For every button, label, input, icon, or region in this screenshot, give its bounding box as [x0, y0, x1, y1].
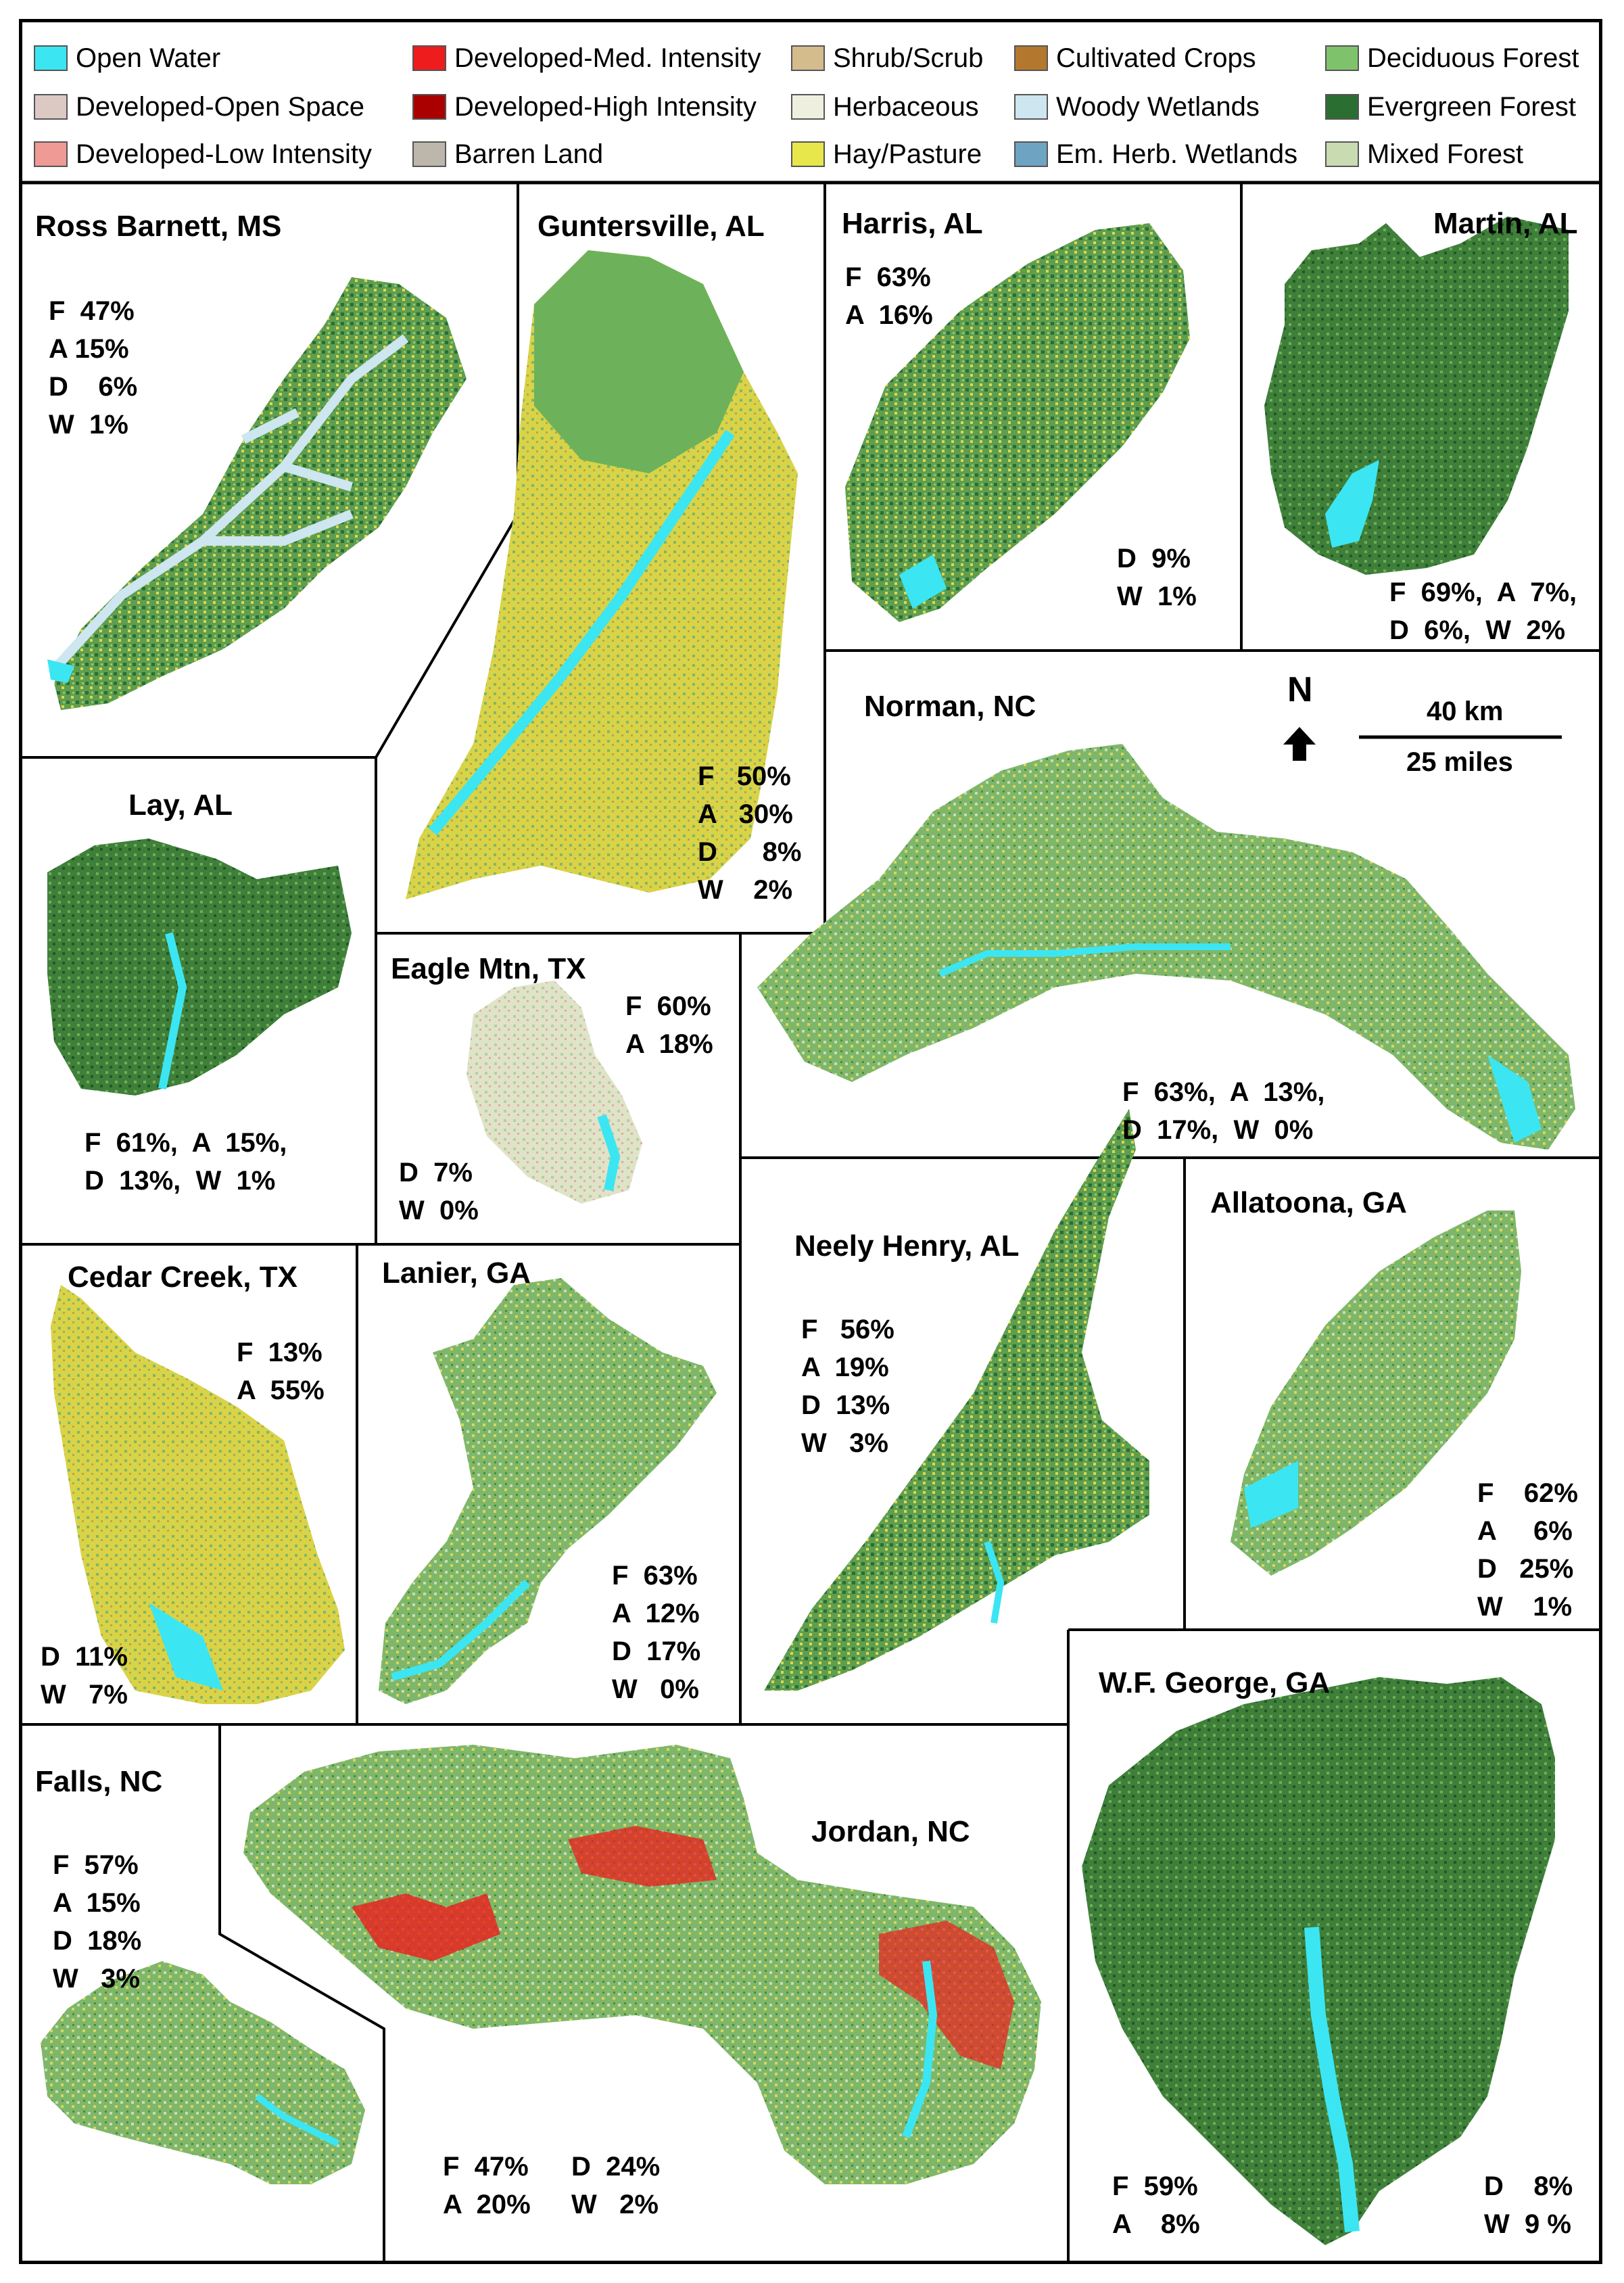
legend-item: Developed-Open Space [34, 88, 364, 126]
map-falls [41, 1961, 365, 2184]
landcover-stats: F 63%, A 13%, D 17%, W 0% [1122, 1077, 1325, 1145]
landcover-stats: D 9% W 1% [1117, 544, 1197, 611]
landcover-stats: F 63% A 12% D 17% W 0% [612, 1561, 701, 1704]
landcover-stats: D 24% W 2% [571, 2152, 661, 2219]
landcover-stats: F 60% A 18% [625, 991, 713, 1059]
panel-title: Cedar Creek, TX [68, 1261, 297, 1294]
landcover-stats: D 7% W 0% [399, 1158, 479, 1225]
landcover-stats: F 62% A 6% D 25% W 1% [1477, 1478, 1578, 1622]
legend-swatch [791, 45, 825, 71]
legend-swatch [1014, 141, 1048, 167]
legend-item: Mixed Forest [1325, 135, 1523, 173]
landcover-stats: F 47% A 15% D 6% W 1% [49, 296, 138, 440]
map-cedar-creek [51, 1285, 345, 1704]
legend-item: Woody Wetlands [1014, 88, 1260, 126]
map-harris [845, 223, 1190, 622]
legend-swatch [1325, 141, 1359, 167]
scale-km-label: 40 km [1427, 697, 1504, 726]
panel-title: Neely Henry, AL [794, 1229, 1020, 1263]
legend-swatch [34, 45, 68, 71]
map-lay [47, 839, 352, 1096]
legend-item: Herbaceous [791, 88, 979, 126]
map-norman [757, 744, 1575, 1150]
map-guntersville [406, 250, 798, 899]
panel-title: Falls, NC [35, 1765, 163, 1798]
map-ross-barnett [47, 277, 467, 710]
legend-item: Cultivated Crops [1014, 39, 1256, 77]
landcover-stats: F 57% A 15% D 18% W 3% [53, 1850, 142, 1994]
landcover-stats: D 11% W 7% [41, 1642, 128, 1710]
landcover-stats: F 59% A 8% [1112, 2171, 1200, 2239]
legend-item: Developed-High Intensity [412, 88, 757, 126]
panel-title: Guntersville, AL [538, 210, 765, 243]
legend-swatch [1014, 94, 1048, 120]
map-wf-george [1082, 1677, 1555, 2245]
legend-item: Em. Herb. Wetlands [1014, 135, 1297, 173]
map-martin [1264, 216, 1569, 575]
legend-swatch [1325, 45, 1359, 71]
legend-swatch [34, 94, 68, 120]
north-arrow-icon [1283, 727, 1316, 761]
panel-title: Allatoona, GA [1210, 1186, 1407, 1219]
panel-title: Eagle Mtn, TX [391, 952, 586, 985]
map-allatoona [1231, 1210, 1521, 1576]
map-jordan [243, 1745, 1041, 2184]
legend-swatch [1325, 94, 1359, 120]
panel-title: Harris, AL [842, 207, 983, 240]
legend-item: Shrub/Scrub [791, 39, 983, 77]
legend-item: Hay/Pasture [791, 135, 982, 173]
legend-item: Deciduous Forest [1325, 39, 1579, 77]
landcover-stats: F 56% A 19% D 13% W 3% [801, 1315, 894, 1458]
legend-item: Barren Land [412, 135, 603, 173]
panel-title: Jordan, NC [811, 1815, 970, 1848]
panel-title: Lay, AL [128, 789, 233, 822]
legend-swatch [791, 94, 825, 120]
panel-title: W.F. George, GA [1099, 1666, 1331, 1699]
map-eagle-mtn [467, 981, 642, 1204]
legend-swatch [34, 141, 68, 167]
legend-swatch [412, 45, 446, 71]
landcover-stats: F 50% A 30% D 8% W 2% [698, 761, 802, 905]
landcover-stats: F 69%, A 7%, D 6%, W 2% [1389, 578, 1577, 645]
landcover-stats: F 13% A 55% [237, 1338, 325, 1405]
panel-title: Lanier, GA [382, 1256, 531, 1290]
map-neely-henry [764, 1109, 1149, 1691]
legend-swatch [791, 141, 825, 167]
legend-item: Developed-Low Intensity [34, 135, 372, 173]
legend-item: Evergreen Forest [1325, 88, 1576, 126]
legend-swatch [1014, 45, 1048, 71]
landcover-stats: F 47% A 20% [443, 2152, 531, 2219]
north-label: N [1287, 670, 1313, 709]
landcover-stats: F 61%, A 15%, D 13%, W 1% [85, 1128, 287, 1196]
legend-swatch [412, 141, 446, 167]
legend-item: Developed-Med. Intensity [412, 39, 761, 77]
map-lanier [379, 1278, 717, 1704]
panel-title: Martin, AL [1433, 207, 1578, 240]
legend-item: Open Water [34, 39, 220, 77]
legend-swatch [412, 94, 446, 120]
panel-title: Ross Barnett, MS [35, 210, 282, 243]
panel-title: Norman, NC [864, 690, 1036, 723]
landcover-stats: D 8% W 9 % [1484, 2171, 1573, 2239]
scale-miles-label: 25 miles [1406, 747, 1513, 777]
landcover-stats: F 63% A 16% [845, 262, 933, 330]
